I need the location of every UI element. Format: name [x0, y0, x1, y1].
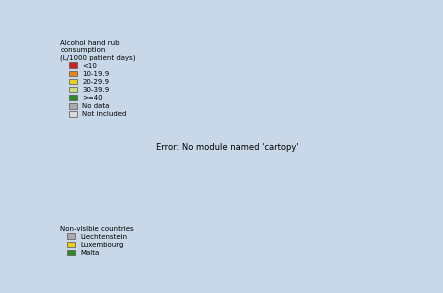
Legend: Liechtenstein, Luxembourg, Malta: Liechtenstein, Luxembourg, Malta	[59, 224, 135, 257]
Text: Error: No module named 'cartopy': Error: No module named 'cartopy'	[156, 144, 298, 152]
